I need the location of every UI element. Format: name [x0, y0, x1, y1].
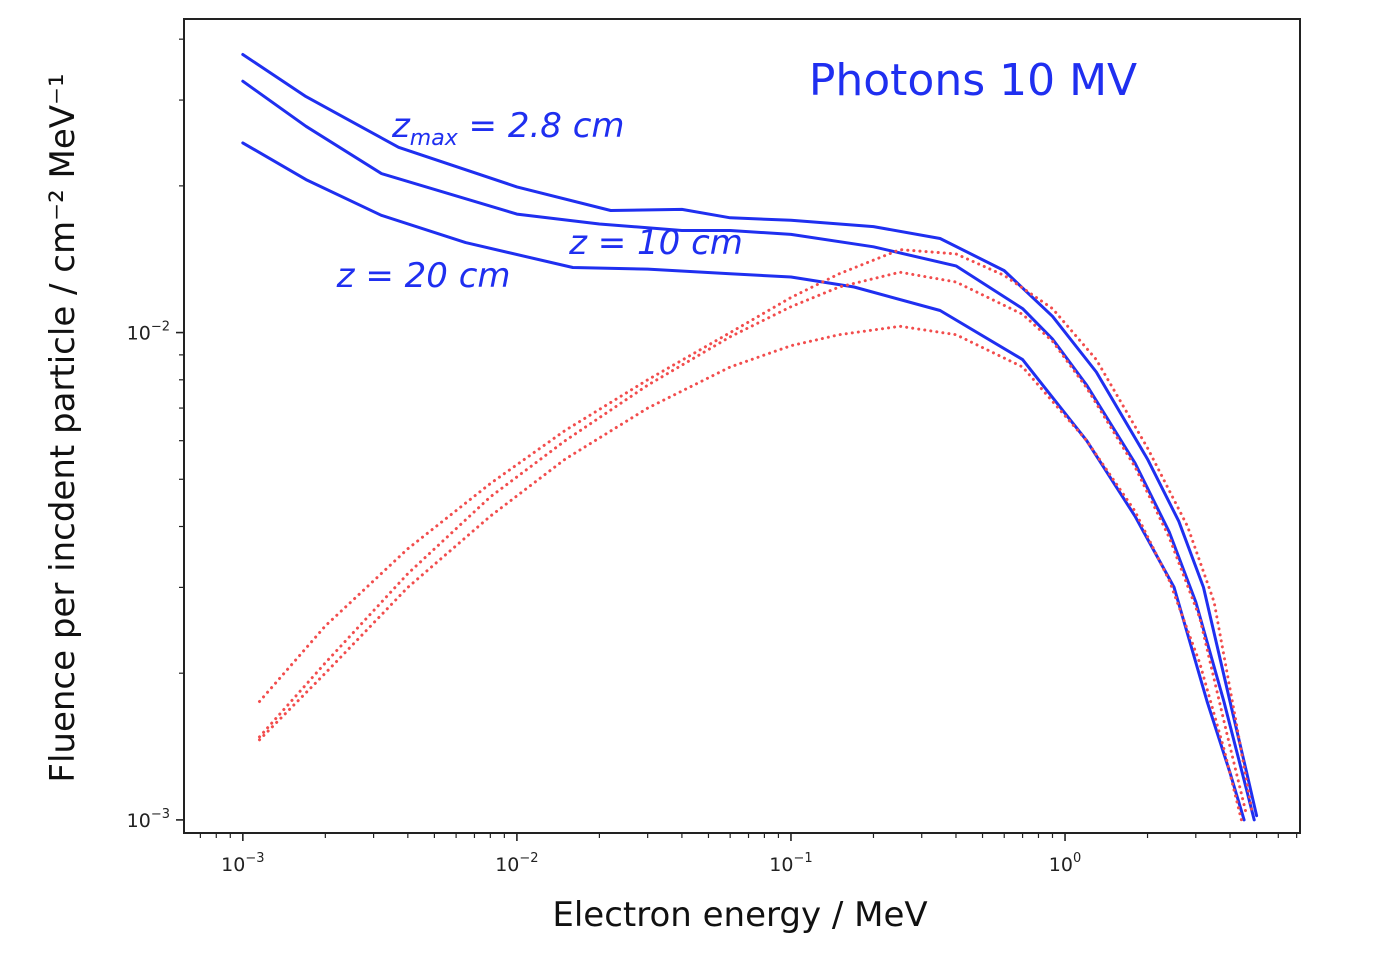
depth-annotation: z = 20 cm — [336, 256, 511, 296]
series-layer — [241, 53, 1259, 822]
solid-series-line — [241, 53, 1259, 818]
x-tick-label: 10−2 — [495, 851, 538, 876]
chart-title: Photons 10 MV — [809, 55, 1137, 106]
dotted-series-line — [258, 270, 1249, 818]
dotted-series-line — [258, 248, 1254, 812]
y-tick-label: 10−2 — [127, 320, 170, 345]
y-axis-title: Fluence per incdent particle / cm⁻² MeV⁻… — [43, 73, 83, 782]
plot-frame — [183, 18, 1301, 834]
depth-annotation: zmax = 2.8 cm — [391, 106, 625, 151]
labels-layer: 10−3 10−2 10−1 100 10−2 10−3 zmax = 2.8 cm z = … — [127, 106, 1082, 876]
x-axis-title: Electron energy / MeV — [552, 895, 927, 935]
ticks-layer — [176, 38, 1298, 841]
x-tick-label: 10−3 — [221, 851, 264, 876]
y-tick-label: 10−3 — [127, 807, 170, 832]
depth-annotation: z = 10 cm — [568, 223, 743, 263]
solid-series-line — [241, 79, 1256, 822]
x-tick-label: 10−1 — [769, 851, 812, 876]
dotted-series-line — [258, 324, 1243, 822]
x-tick-label: 100 — [1049, 851, 1081, 876]
